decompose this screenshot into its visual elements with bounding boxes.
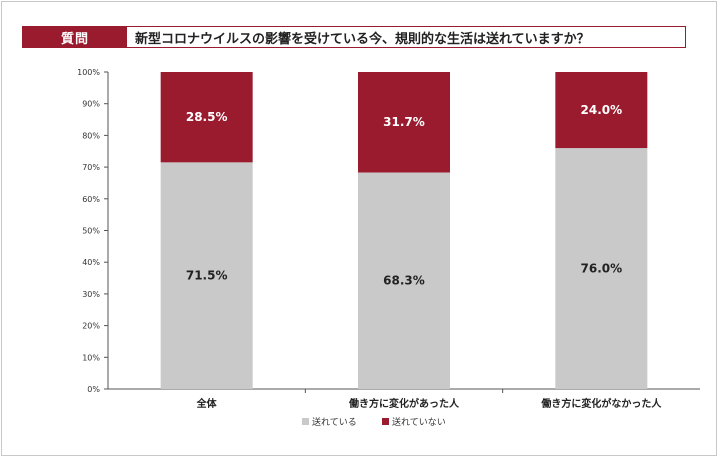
y-tick-label: 80%: [82, 131, 100, 140]
bar-segment: [555, 72, 648, 149]
y-tick-label: 30%: [82, 290, 100, 299]
y-tick-label: 90%: [82, 100, 100, 109]
y-tick-label: 50%: [82, 227, 100, 236]
data-label: 76.0%: [581, 262, 623, 276]
y-tick-label: 40%: [82, 258, 100, 267]
question-bar: 質問 新型コロナウイルスの影響を受けている今、規則的な生活は送れていますか？: [22, 26, 686, 48]
bar-segment: [160, 162, 253, 389]
bar-segment: [160, 72, 253, 163]
y-tick-label: 0%: [87, 385, 100, 394]
data-label: 28.5%: [186, 110, 228, 124]
question-text: 新型コロナウイルスの影響を受けている今、規則的な生活は送れていますか？: [135, 31, 590, 47]
y-tick-label: 20%: [82, 322, 100, 331]
legend-label: 送れている: [312, 416, 357, 428]
bar-segment: [555, 148, 648, 389]
legend-swatch: [302, 418, 309, 425]
data-label: 31.7%: [383, 115, 425, 129]
bar-segment: [358, 72, 450, 173]
legend-swatch: [382, 418, 389, 425]
y-tick-label: 10%: [82, 353, 100, 362]
bar-segment: [358, 172, 450, 389]
y-tick-label: 60%: [82, 195, 100, 204]
data-label: 71.5%: [186, 269, 228, 283]
x-category-label: 働き方に変化がなかった人: [540, 397, 662, 410]
data-label: 24.0%: [581, 103, 623, 117]
x-category-label: 働き方に変化があった人: [348, 397, 460, 410]
x-category-label: 全体: [196, 397, 218, 410]
data-label: 68.3%: [383, 274, 425, 288]
question-tag: 質問: [23, 27, 127, 47]
y-tick-label: 100%: [77, 68, 100, 77]
y-tick-label: 70%: [82, 163, 100, 172]
legend-label: 送れていない: [392, 416, 446, 428]
